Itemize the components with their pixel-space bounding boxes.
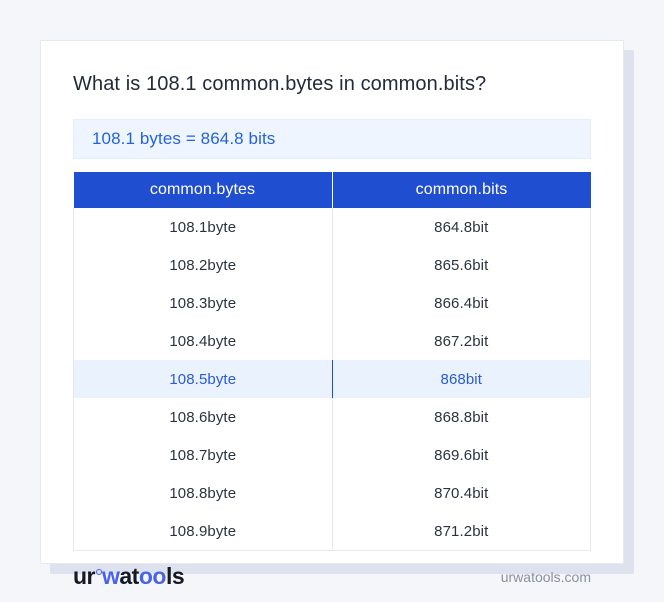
cell-from-value: 108.8byte bbox=[73, 474, 333, 512]
logo-part-w: w bbox=[102, 563, 120, 589]
logo-part-ur: ur bbox=[73, 563, 96, 589]
cell-to-value: 871.2bit bbox=[331, 512, 591, 551]
card-footer: ur w at oo ls urwatools.com bbox=[41, 551, 623, 588]
logo-dot-icon bbox=[95, 569, 102, 575]
cell-from-value: 108.1byte bbox=[73, 208, 333, 246]
table-head: common.bytes common.bits bbox=[73, 172, 591, 208]
table-row[interactable]: 108.1byte 864.8bit bbox=[73, 208, 591, 246]
cell-to-value: 866.4bit bbox=[331, 284, 591, 322]
cell-to-value: 869.6bit bbox=[331, 436, 591, 474]
table-row[interactable]: 108.8byte 870.4bit bbox=[73, 474, 591, 512]
column-header-bits[interactable]: common.bits bbox=[332, 172, 591, 208]
table-row[interactable]: 108.2byte 865.6bit bbox=[73, 246, 591, 284]
table-row[interactable]: 108.6byte 868.8bit bbox=[73, 398, 591, 436]
cell-from-value: 108.9byte bbox=[73, 512, 333, 551]
cell-to-value: 864.8bit bbox=[331, 208, 591, 246]
cell-to-value: 868bit bbox=[331, 360, 591, 398]
result-banner: 108.1 bytes = 864.8 bits bbox=[73, 119, 591, 159]
logo-part-at: at bbox=[119, 563, 139, 589]
table-body: 108.1byte 864.8bit 108.2byte 865.6bit 108.3b… bbox=[73, 208, 591, 551]
cell-from-value: 108.3byte bbox=[73, 284, 333, 322]
result-banner-text: 108.1 bytes = 864.8 bits bbox=[92, 129, 276, 148]
card-content: What is 108.1 common.bytes in common.bit… bbox=[41, 41, 623, 551]
logo-part-ls: ls bbox=[165, 563, 185, 589]
cell-to-value: 868.8bit bbox=[331, 398, 591, 436]
table-header-row: common.bytes common.bits bbox=[73, 172, 591, 208]
table-row[interactable]: 108.7byte 869.6bit bbox=[73, 436, 591, 474]
table-row[interactable]: 108.3byte 866.4bit bbox=[73, 284, 591, 322]
table-row[interactable]: 108.9byte 871.2bit bbox=[73, 512, 591, 551]
table-row[interactable]: 108.5byte 868bit bbox=[73, 360, 591, 398]
cell-to-value: 865.6bit bbox=[331, 246, 591, 284]
cell-from-value: 108.2byte bbox=[73, 246, 333, 284]
column-header-bytes[interactable]: common.bytes bbox=[73, 172, 333, 208]
brand-logo[interactable]: ur w at oo ls bbox=[73, 563, 185, 589]
table-row[interactable]: 108.4byte 867.2bit bbox=[73, 322, 591, 360]
page-title: What is 108.1 common.bytes in common.bit… bbox=[73, 73, 487, 95]
cell-to-value: 870.4bit bbox=[331, 474, 591, 512]
cell-from-value: 108.5byte bbox=[73, 360, 333, 398]
cell-from-value: 108.6byte bbox=[73, 398, 333, 436]
cell-from-value: 108.7byte bbox=[73, 436, 333, 474]
logo-glasses-icon: oo bbox=[138, 563, 167, 589]
cell-from-value: 108.4byte bbox=[73, 322, 333, 360]
conversion-card: What is 108.1 common.bytes in common.bit… bbox=[40, 40, 624, 588]
site-url-label: urwatools.com bbox=[500, 568, 591, 585]
cell-to-value: 867.2bit bbox=[331, 322, 591, 360]
conversion-table: common.bytes common.bits 108.1byte 864.8b… bbox=[73, 172, 591, 551]
